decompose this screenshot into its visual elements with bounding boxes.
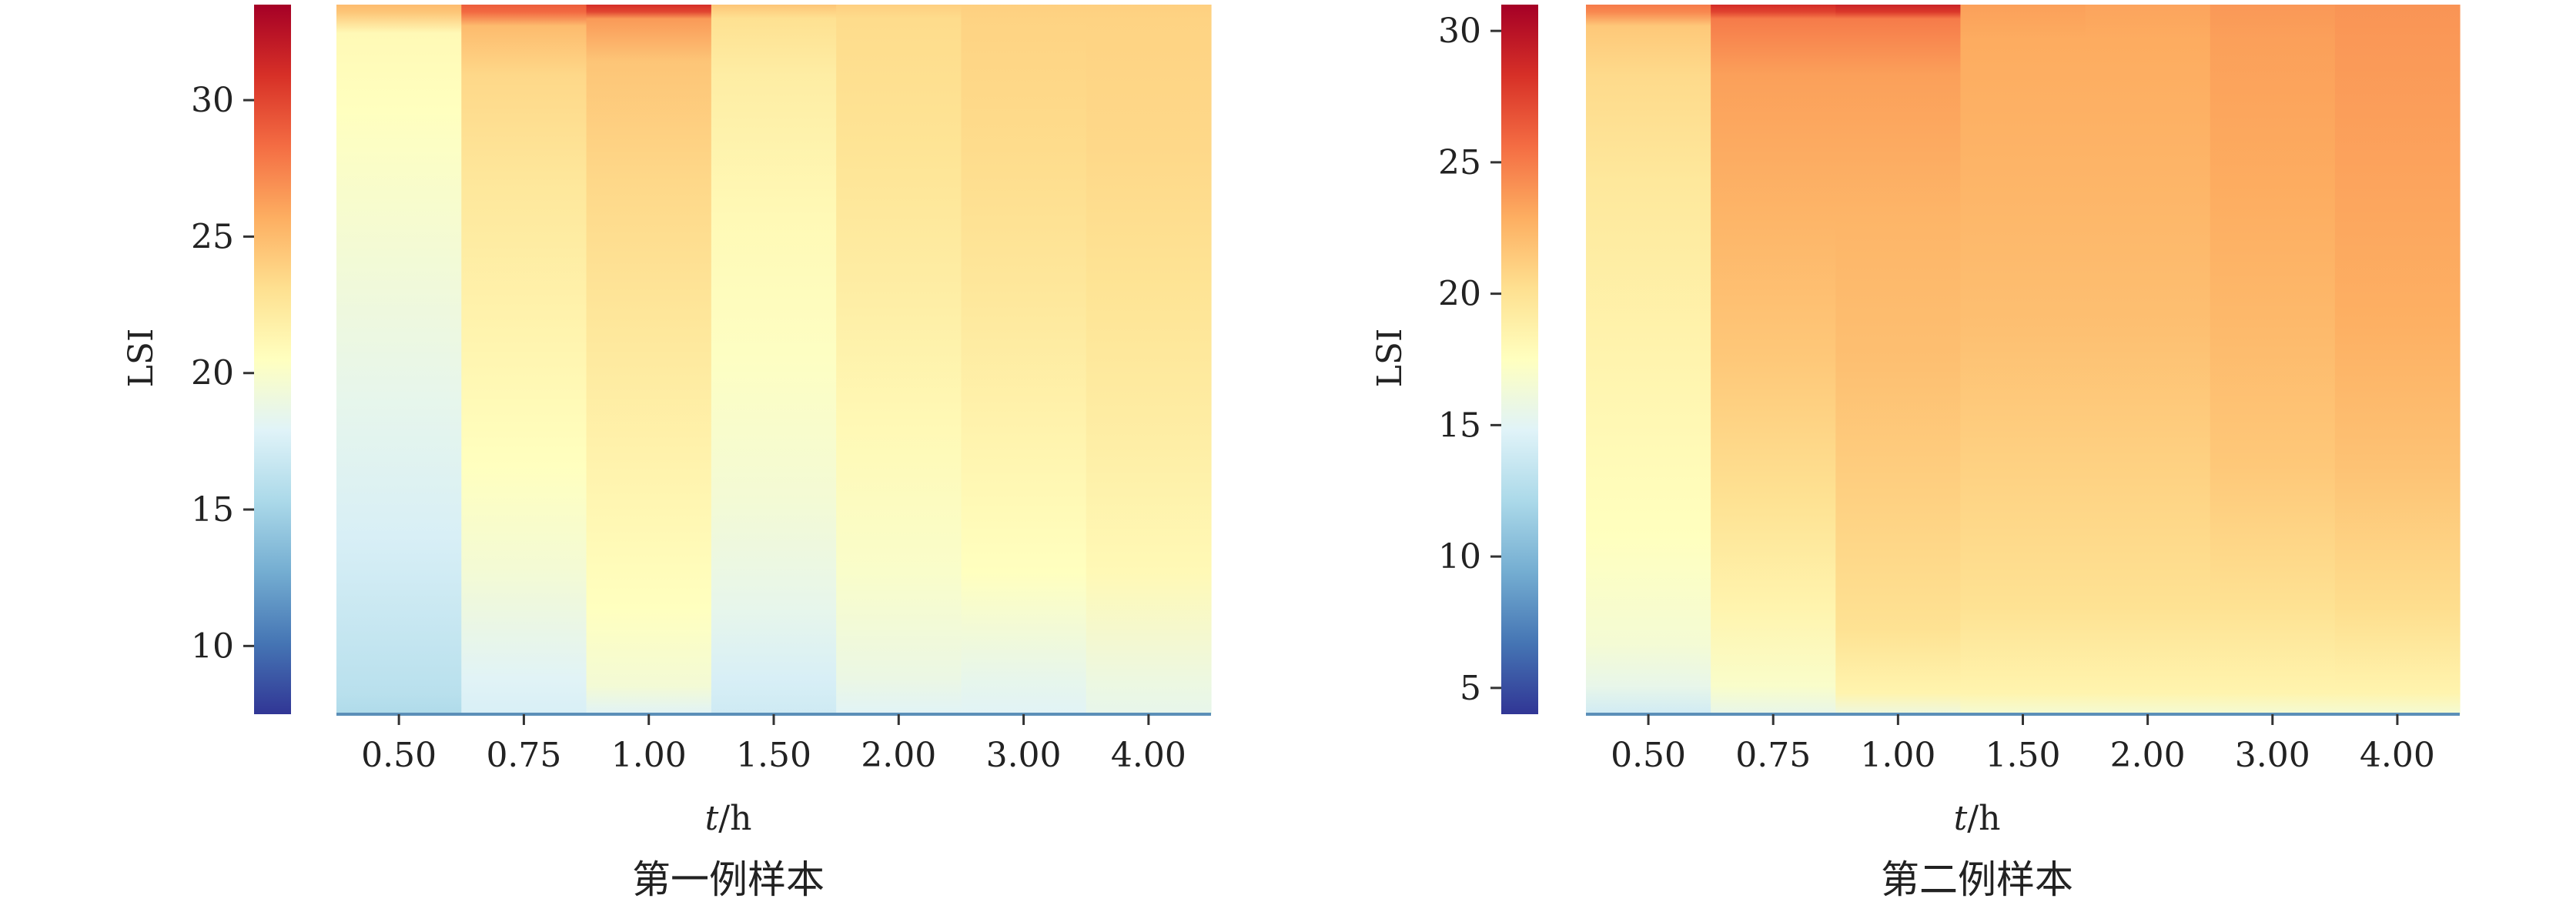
colorbar-tick-label: 30 <box>1438 12 1481 51</box>
heatmap-panel-2: 5 10 15 20 25 30 LSI 0.50 0.75 1.00 1.50 2.00 3.00… <box>1370 5 2461 902</box>
heatmap-column-4.00 <box>2334 5 2461 714</box>
colorbar-tick-label: 30 <box>191 81 234 120</box>
x-tick-label: 0.50 <box>1611 736 1686 775</box>
panel-caption: 第二例样本 <box>1881 857 2073 902</box>
y-axis-label: LSI <box>122 329 161 388</box>
heatmap-cells <box>336 5 1212 716</box>
x-axis-label: t/h <box>705 799 752 838</box>
x-tick-label: 3.00 <box>986 736 1062 775</box>
colorbar-tick-label: 20 <box>191 354 234 393</box>
x-tick-label: 3.00 <box>2235 736 2310 775</box>
heatmap-panel-1: 10 15 20 25 30 LSI 0.50 0.75 1.00 1.50 2.00 3.00 4… <box>122 5 1212 902</box>
y-axis-label: LSI <box>1370 329 1410 388</box>
x-tick-label: 1.50 <box>1986 736 2061 775</box>
x-tick-label: 1.50 <box>736 736 811 775</box>
heatmap-column-1.50 <box>1960 5 2086 714</box>
heatmap-column-1.00 <box>1835 5 1962 714</box>
colorbar <box>1501 5 1538 714</box>
heatmap-column-1.00 <box>586 5 712 714</box>
colorbar-tick-label: 10 <box>191 626 234 666</box>
x-tick-label: 1.00 <box>1860 736 1935 775</box>
x-tick-label: 4.00 <box>1111 736 1186 775</box>
x-tick-label: 0.75 <box>1735 736 1811 775</box>
x-tick-label: 0.50 <box>361 736 437 775</box>
x-tick-label: 1.00 <box>611 736 687 775</box>
heatmap-column-1.50 <box>711 5 837 714</box>
colorbar-ticks: 5 10 15 20 25 30 <box>1438 12 1501 708</box>
colorbar <box>254 5 291 714</box>
heatmap-column-0.50 <box>336 5 462 714</box>
heatmap-column-0.75 <box>461 5 587 714</box>
heatmap-column-3.00 <box>2210 5 2336 714</box>
colorbar-gradient <box>1501 5 1538 714</box>
heatmap-column-0.75 <box>1711 5 1836 714</box>
x-axis-ticks: 0.50 0.75 1.00 1.50 2.00 3.00 4.00 <box>1611 714 2435 775</box>
x-tick-label: 2.00 <box>2110 736 2186 775</box>
colorbar-ticks: 10 15 20 25 30 <box>191 81 254 666</box>
x-axis-ticks: 0.50 0.75 1.00 1.50 2.00 3.00 4.00 <box>361 714 1186 775</box>
colorbar-tick-label: 25 <box>191 217 234 256</box>
colorbar-tick-label: 5 <box>1460 669 1481 708</box>
heatmap-column-2.00 <box>2085 5 2211 714</box>
heatmap-column-0.50 <box>1586 5 1711 714</box>
x-tick-label: 2.00 <box>861 736 936 775</box>
colorbar-tick-label: 15 <box>1438 406 1481 445</box>
heatmap-column-2.00 <box>836 5 962 714</box>
colorbar-tick-label: 25 <box>1438 143 1481 182</box>
x-tick-label: 4.00 <box>2360 736 2435 775</box>
panel-caption: 第一例样本 <box>632 857 825 902</box>
x-tick-label: 0.75 <box>486 736 561 775</box>
colorbar-gradient <box>254 5 291 714</box>
heatmap-column-4.00 <box>1086 5 1212 714</box>
heatmap-cells <box>1586 5 2461 716</box>
heatmap-column-3.00 <box>961 5 1087 714</box>
x-axis-label: t/h <box>1954 799 2001 838</box>
colorbar-tick-label: 20 <box>1438 275 1481 314</box>
colorbar-tick-label: 15 <box>191 490 234 529</box>
colorbar-tick-label: 10 <box>1438 537 1481 576</box>
